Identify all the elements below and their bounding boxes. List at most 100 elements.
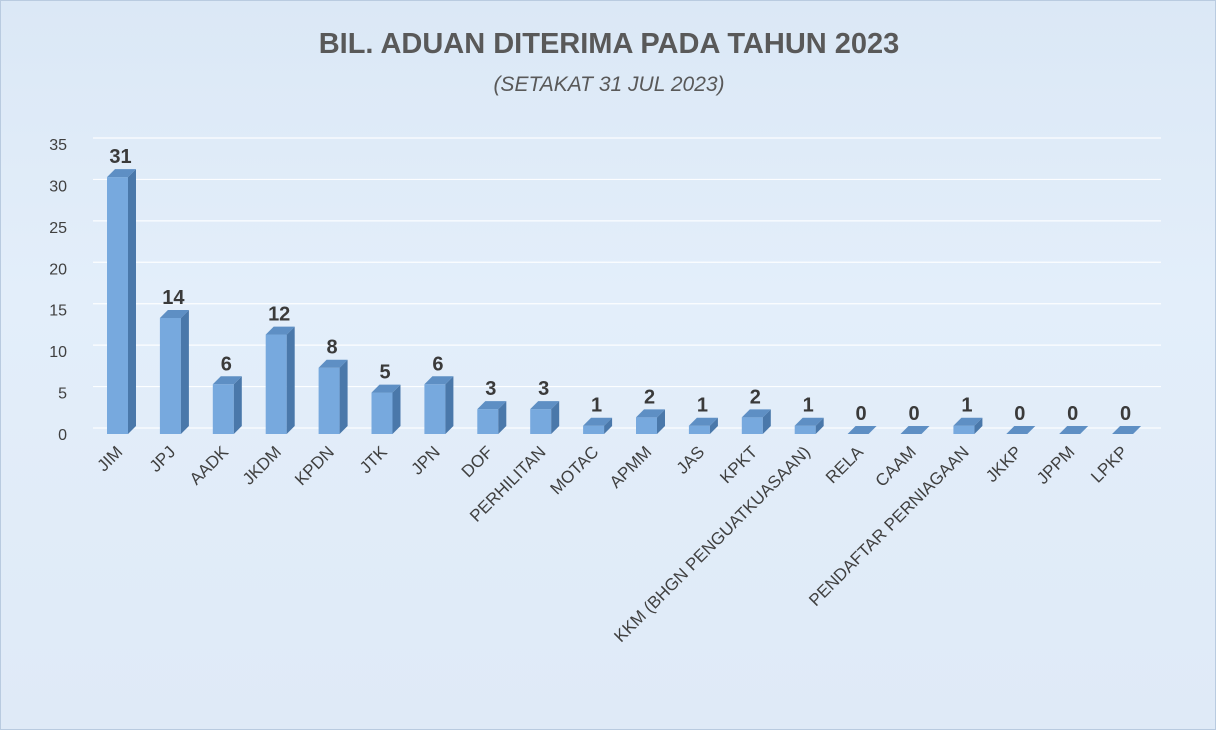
bar [1112, 426, 1142, 434]
bar-side [709, 417, 718, 434]
bar-side [498, 401, 507, 434]
x-tick-label: JIM [94, 442, 127, 475]
bar-top [159, 310, 189, 318]
data-label: 0 [1120, 403, 1131, 425]
data-label: 1 [697, 395, 708, 417]
bar-side [551, 401, 560, 434]
bar [583, 417, 613, 434]
bar-side [762, 409, 771, 434]
bar-side [128, 169, 136, 434]
data-label: 0 [1067, 403, 1078, 425]
bar-side [180, 310, 189, 434]
bar-side [657, 409, 665, 434]
y-tick-label: 10 [49, 344, 67, 361]
bar-top [265, 326, 295, 335]
bar [847, 426, 877, 434]
bars [107, 169, 1142, 434]
bar [688, 417, 718, 434]
bar [371, 384, 401, 434]
data-label: 0 [856, 403, 867, 425]
data-label: 1 [803, 395, 814, 417]
bar-side [392, 384, 401, 434]
data-label: 5 [379, 362, 390, 384]
bar-top [1112, 426, 1142, 434]
bar-front [583, 425, 605, 434]
x-tick-label: JPPM [1033, 442, 1078, 487]
bar-side [445, 376, 454, 434]
bar [265, 326, 295, 434]
data-label: 0 [908, 403, 919, 425]
x-axis-ticks: JIM JPJ AADK JKDM KPDN JTK JPN DOFPERHILITANMOT… [94, 442, 1132, 646]
bar-front [477, 409, 499, 434]
x-tick-label: JKKP [982, 442, 1026, 486]
y-tick-label: 15 [49, 303, 67, 320]
gridlines [93, 137, 1161, 429]
x-tick-label: DOF [458, 442, 497, 481]
bar-front [212, 384, 234, 434]
bar [900, 426, 930, 434]
bar-top [371, 384, 401, 393]
bar-top [847, 426, 877, 434]
bar [953, 417, 983, 434]
bar-top [953, 417, 983, 426]
bar-front [318, 367, 340, 434]
chart-subtitle: (SETAKAT 31 JUL 2023) [493, 73, 724, 96]
bar [159, 310, 189, 434]
data-label: 8 [327, 337, 338, 359]
x-tick-label: KPDN [291, 442, 338, 489]
x-tick-label: AADK [186, 442, 233, 489]
bar-top [741, 409, 771, 418]
bar [1006, 426, 1036, 434]
bar-front [794, 425, 816, 434]
data-label: 6 [432, 353, 443, 375]
bar [636, 409, 665, 434]
data-label: 1 [961, 395, 972, 417]
bar [477, 401, 507, 434]
data-label: 6 [221, 353, 232, 375]
bar [318, 359, 348, 434]
y-tick-label: 5 [58, 386, 67, 403]
bar-top [530, 401, 560, 410]
bar-top [318, 359, 348, 368]
y-tick-label: 25 [49, 220, 67, 237]
y-tick-label: 35 [49, 137, 67, 154]
bar [212, 376, 242, 434]
data-label: 3 [538, 378, 549, 400]
bar-top [688, 417, 718, 426]
bar [741, 409, 771, 434]
x-tick-label: KPKT [716, 442, 761, 487]
bar-front [159, 318, 181, 434]
bar-top [107, 169, 136, 178]
bar-top [1059, 426, 1089, 434]
y-axis-ticks: 0 5 10 15 20 25 30 35 [49, 137, 67, 444]
bar-front [371, 392, 393, 434]
bar [794, 417, 824, 434]
bar-front [741, 417, 763, 434]
data-label: 1 [591, 395, 602, 417]
data-label: 12 [268, 304, 290, 326]
bar-front [688, 425, 710, 434]
bar-top [900, 426, 930, 434]
bar-top [636, 409, 665, 418]
chart-title: BIL. ADUAN DITERIMA PADA TAHUN 2023 [319, 28, 900, 60]
data-label: 14 [162, 287, 185, 309]
y-tick-label: 20 [49, 261, 67, 278]
bar-side [974, 417, 983, 434]
bar-top [477, 401, 507, 410]
data-label: 3 [485, 378, 496, 400]
x-tick-label: RELA [822, 442, 867, 487]
bar-top [1006, 426, 1036, 434]
x-tick-label: KKM (BHGN PENGUATKUASAAN) [610, 442, 814, 646]
data-label: 2 [750, 386, 761, 408]
bar-top [212, 376, 242, 385]
x-tick-label: JPN [408, 442, 444, 478]
x-tick-label: JTK [356, 442, 391, 477]
bar-side [604, 417, 613, 434]
x-tick-label: JPJ [146, 442, 179, 475]
bar-front [636, 417, 657, 434]
x-tick-label: MOTAC [546, 442, 602, 498]
bar [530, 401, 560, 434]
